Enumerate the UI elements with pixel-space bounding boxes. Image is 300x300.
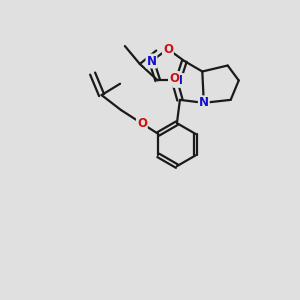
Text: N: N [199, 96, 209, 109]
Text: N: N [173, 74, 183, 87]
Text: N: N [146, 55, 156, 68]
Text: O: O [169, 72, 179, 85]
Text: O: O [137, 117, 147, 130]
Text: O: O [163, 43, 173, 56]
